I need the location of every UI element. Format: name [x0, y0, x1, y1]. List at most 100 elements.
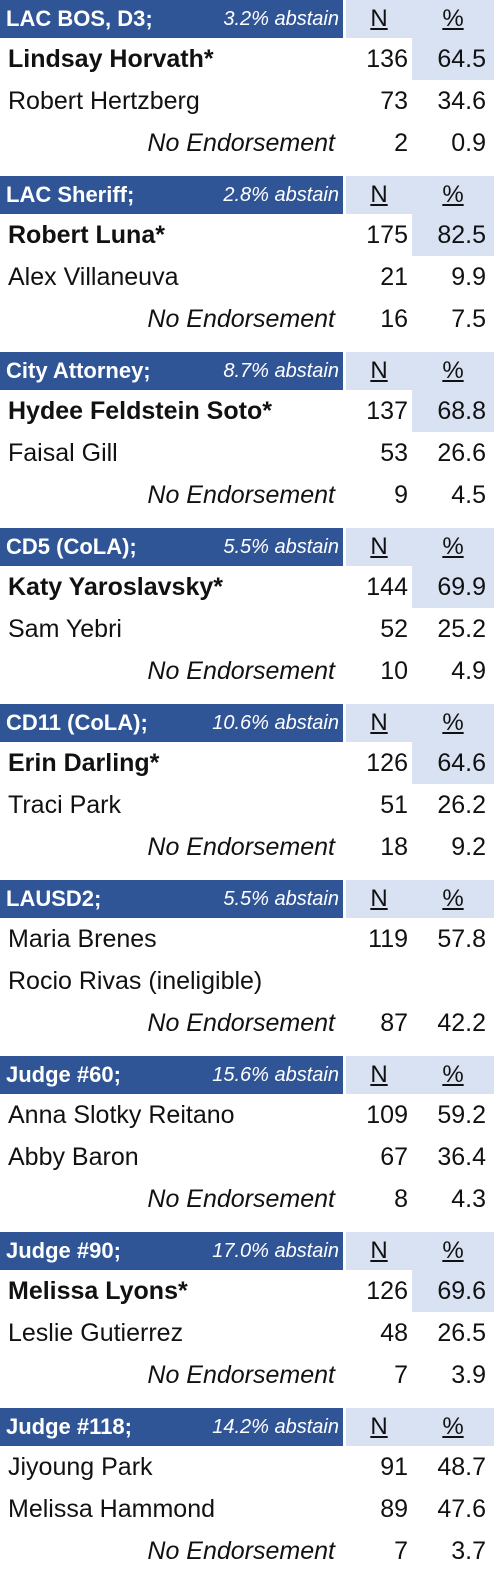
- candidate-row: No Endorsement 7 3.9: [0, 1354, 494, 1396]
- candidate-name: Traci Park: [8, 790, 121, 819]
- race-section: Judge #60; 15.6% abstain N% Anna Slotky Rei…: [0, 1056, 494, 1220]
- candidate-name: No Endorsement: [147, 832, 335, 861]
- race-header: CD11 (CoLA); 10.6% abstain N%: [0, 704, 494, 742]
- abstain-rate: 5.5% abstain: [223, 887, 339, 910]
- candidate-name: Robert Luna*: [8, 220, 165, 249]
- candidate-row: Anna Slotky Reitano 109 59.2: [0, 1094, 494, 1136]
- race-title-cell: City Attorney; 8.7% abstain: [0, 352, 343, 390]
- candidate-name: No Endorsement: [147, 656, 335, 685]
- n-header: N: [346, 880, 412, 918]
- pct-header: %: [412, 352, 494, 390]
- candidate-name: No Endorsement: [147, 480, 335, 509]
- vote-count: 48: [380, 1318, 408, 1347]
- vote-count: 87: [380, 1008, 408, 1037]
- candidate-row: Hydee Feldstein Soto* 137 68.8: [0, 390, 494, 432]
- abstain-rate: 14.2% abstain: [212, 1415, 339, 1438]
- candidate-name: Erin Darling*: [8, 748, 160, 777]
- candidate-name: Alex Villaneuva: [8, 262, 179, 291]
- candidate-name: Maria Brenes: [8, 924, 157, 953]
- pct-header: %: [412, 0, 494, 38]
- candidate-row: Maria Brenes 119 57.8: [0, 918, 494, 960]
- race-title-cell: LAC Sheriff; 2.8% abstain: [0, 176, 343, 214]
- race-title: Judge #60;: [6, 1062, 121, 1087]
- race-title-cell: CD11 (CoLA); 10.6% abstain: [0, 704, 343, 742]
- n-header: N: [346, 352, 412, 390]
- vote-count: 53: [380, 438, 408, 467]
- pct-header: %: [412, 1056, 494, 1094]
- candidate-name: No Endorsement: [147, 1008, 335, 1037]
- candidate-name: Faisal Gill: [8, 438, 118, 467]
- vote-percent: 9.2: [451, 832, 486, 861]
- n-header: N: [346, 176, 412, 214]
- candidate-row: Erin Darling* 126 64.6: [0, 742, 494, 784]
- abstain-rate: 17.0% abstain: [212, 1239, 339, 1262]
- candidate-name: Melissa Hammond: [8, 1494, 216, 1523]
- n-header: N: [346, 0, 412, 38]
- vote-count: 89: [380, 1494, 408, 1523]
- candidate-name: Abby Baron: [8, 1142, 139, 1171]
- vote-count: 126: [366, 748, 408, 777]
- pct-header: %: [412, 176, 494, 214]
- abstain-rate: 15.6% abstain: [212, 1063, 339, 1086]
- candidate-row: Robert Luna* 175 82.5: [0, 214, 494, 256]
- pct-header: %: [412, 1232, 494, 1270]
- race-title: LAC Sheriff;: [6, 182, 135, 207]
- candidate-row: No Endorsement 87 42.2: [0, 1002, 494, 1044]
- vote-percent: 57.8: [437, 924, 486, 953]
- pct-header: %: [412, 880, 494, 918]
- vote-count: 91: [380, 1452, 408, 1481]
- race-title: City Attorney;: [6, 358, 151, 383]
- vote-percent: 4.3: [451, 1184, 486, 1213]
- abstain-rate: 3.2% abstain: [223, 7, 339, 30]
- vote-percent: 82.5: [412, 214, 494, 256]
- race-section: City Attorney; 8.7% abstain N% Hydee Feldst…: [0, 352, 494, 516]
- candidate-row: Traci Park 51 26.2: [0, 784, 494, 826]
- candidate-row: Alex Villaneuva 21 9.9: [0, 256, 494, 298]
- vote-percent: 36.4: [437, 1142, 486, 1171]
- candidate-row: No Endorsement 9 4.5: [0, 474, 494, 516]
- race-section: Judge #118; 14.2% abstain N% Jiyoung Park 91…: [0, 1408, 494, 1572]
- race-header: Judge #118; 14.2% abstain N%: [0, 1408, 494, 1446]
- race-title-cell: Judge #118; 14.2% abstain: [0, 1408, 343, 1446]
- candidate-name: No Endorsement: [147, 304, 335, 333]
- vote-percent: [412, 960, 494, 1002]
- vote-percent: 26.5: [437, 1318, 486, 1347]
- vote-percent: 34.6: [437, 86, 486, 115]
- vote-percent: 9.9: [451, 262, 486, 291]
- abstain-rate: 2.8% abstain: [223, 183, 339, 206]
- candidate-name: Katy Yaroslavsky*: [8, 572, 223, 601]
- vote-percent: 64.6: [412, 742, 494, 784]
- vote-count: 2: [394, 128, 408, 157]
- candidate-row: Leslie Gutierrez 48 26.5: [0, 1312, 494, 1354]
- race-section: CD5 (CoLA); 5.5% abstain N% Katy Yaroslavsk…: [0, 528, 494, 692]
- pct-header: %: [412, 528, 494, 566]
- candidate-name: No Endorsement: [147, 1184, 335, 1213]
- vote-count: 73: [380, 86, 408, 115]
- vote-percent: 59.2: [437, 1100, 486, 1129]
- candidate-name: No Endorsement: [147, 1360, 335, 1389]
- n-header: N: [346, 1232, 412, 1270]
- vote-count: 119: [368, 924, 408, 953]
- vote-percent: 42.2: [437, 1008, 486, 1037]
- candidate-row: Abby Baron 67 36.4: [0, 1136, 494, 1178]
- candidate-row: No Endorsement 10 4.9: [0, 650, 494, 692]
- race-title: Judge #90;: [6, 1238, 121, 1263]
- race-header: CD5 (CoLA); 5.5% abstain N%: [0, 528, 494, 566]
- vote-count: 175: [366, 220, 408, 249]
- vote-count: 67: [380, 1142, 408, 1171]
- candidate-row: Rocio Rivas (ineligible): [0, 960, 494, 1002]
- candidate-row: Jiyoung Park 91 48.7: [0, 1446, 494, 1488]
- race-title-cell: CD5 (CoLA); 5.5% abstain: [0, 528, 343, 566]
- candidate-row: No Endorsement 2 0.9: [0, 122, 494, 164]
- vote-count: 10: [380, 656, 408, 685]
- vote-count: 9: [394, 480, 408, 509]
- candidate-name: No Endorsement: [147, 128, 335, 157]
- vote-percent: 48.7: [437, 1452, 486, 1481]
- candidate-name: Melissa Lyons*: [8, 1276, 188, 1305]
- pct-header: %: [412, 704, 494, 742]
- vote-percent: 3.7: [451, 1536, 486, 1565]
- vote-percent: 26.6: [437, 438, 486, 467]
- vote-count: 52: [380, 614, 408, 643]
- candidate-name: Lindsay Horvath*: [8, 44, 214, 73]
- candidate-row: Sam Yebri 52 25.2: [0, 608, 494, 650]
